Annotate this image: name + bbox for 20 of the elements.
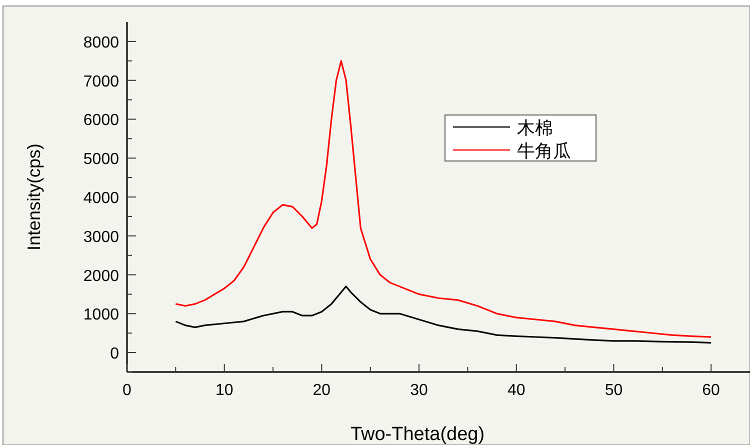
x-tick-label: 40 [507, 382, 526, 399]
y-tick-label: 2000 [83, 268, 120, 285]
x-tick-label: 30 [410, 382, 428, 399]
y-tick-label: 7000 [83, 73, 120, 90]
legend-label: 牛角瓜 [517, 141, 571, 161]
x-tick-label: 60 [702, 382, 720, 399]
x-tick-label: 50 [604, 382, 623, 399]
x-tick-label: 0 [122, 382, 132, 399]
x-axis-title: Two-Theta(deg) [350, 424, 485, 445]
legend-label: 木棉 [517, 118, 553, 138]
x-tick-label: 10 [215, 382, 234, 399]
y-tick-label: 0 [110, 346, 120, 363]
x-tick-label: 20 [312, 382, 331, 399]
y-axis-title: Intensity(cps) [24, 143, 44, 251]
y-tick-label: 4000 [83, 190, 120, 207]
y-tick-label: 6000 [83, 112, 120, 130]
y-tick-label: 1000 [83, 306, 120, 324]
y-tick-label: 8000 [83, 34, 120, 52]
y-tick-label: 5000 [83, 151, 120, 168]
y-tick-label: 3000 [83, 228, 120, 246]
